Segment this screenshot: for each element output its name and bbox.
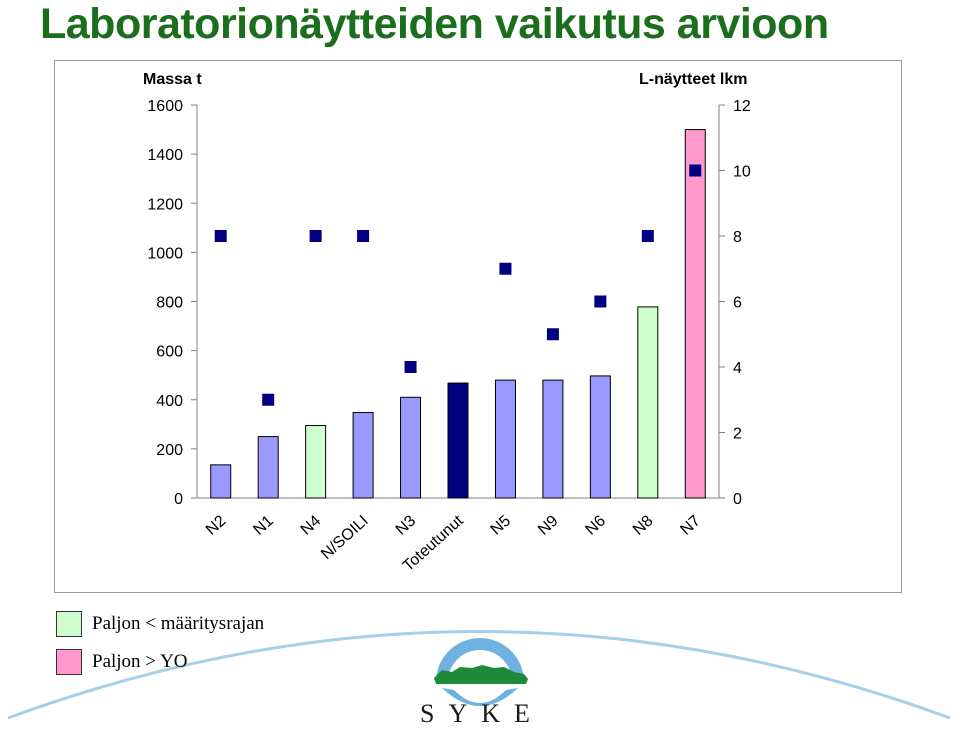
- right-axis-label: L-näytteet lkm: [639, 71, 747, 88]
- bar-N9: [542, 379, 564, 499]
- left-tick-label: 200: [156, 442, 183, 459]
- legend-swatch-below-limit: [56, 611, 82, 637]
- left-tick-label: 1200: [147, 196, 183, 213]
- right-tick-label: 6: [733, 295, 742, 312]
- x-tick-label: N2: [203, 512, 230, 538]
- logo-text: SYKE: [420, 699, 544, 724]
- bar-N5: [494, 379, 516, 499]
- x-tick-label: N1: [250, 512, 277, 538]
- legend-swatch-above-yo: [56, 649, 82, 675]
- x-tick-label: N8: [630, 512, 657, 538]
- chart-frame: Massa t L-näytteet lkm 0 200 400 600 800 1000…: [54, 60, 902, 593]
- legend-item-below-limit: Paljon < määritysrajan: [56, 611, 264, 637]
- bar-series: [210, 129, 706, 499]
- x-tick-label: N3: [393, 512, 420, 538]
- bar-Toteutunut: [447, 382, 469, 499]
- x-tick-label: N5: [488, 512, 515, 538]
- point-N3: [404, 361, 417, 373]
- left-tick-label: 600: [156, 344, 183, 361]
- right-tick-label: 10: [733, 164, 751, 181]
- point-N5: [499, 262, 512, 275]
- syke-logo: SYKE: [420, 638, 544, 724]
- bar-N4: [305, 425, 327, 499]
- bar-N/SOILI: [352, 412, 374, 499]
- bar-N6: [589, 375, 611, 499]
- right-axis: 0 2 4 6 8 10 12: [718, 98, 751, 508]
- right-tick-label: 2: [733, 426, 742, 443]
- point-N6: [594, 295, 607, 308]
- chart: Massa t L-näytteet lkm 02004006008001000…: [143, 71, 751, 575]
- bar-N1: [257, 436, 279, 499]
- point-N9: [546, 328, 559, 341]
- left-tick-label: 1000: [147, 245, 183, 262]
- x-tick-label: N/SOILI: [318, 512, 372, 563]
- left-axis: 0 200 400 600 800 1000 1200 1400 1600: [147, 98, 719, 508]
- x-tick-label: N7: [677, 512, 704, 538]
- point-N/SOILI: [357, 230, 370, 242]
- point-N1: [262, 393, 275, 406]
- right-tick-label: 0: [733, 491, 742, 508]
- page-title: Laboratorionäytteiden vaikutus arvioon: [40, 0, 829, 48]
- x-tick-label: N4: [298, 512, 325, 538]
- bar-N8: [637, 306, 659, 499]
- x-tick-label: N6: [582, 512, 609, 538]
- right-tick-label: 8: [733, 229, 742, 246]
- left-tick-label: 400: [156, 393, 183, 410]
- logo-water: [442, 688, 518, 706]
- left-tick-label: 800: [156, 295, 183, 312]
- right-tick-label: 4: [733, 360, 742, 377]
- bar-N3: [400, 396, 422, 499]
- left-tick-label: 1600: [147, 98, 183, 115]
- point-N4: [309, 230, 322, 242]
- point-N2: [214, 230, 227, 242]
- logo-trees: [434, 665, 528, 684]
- bar-N7: [684, 129, 706, 499]
- legend-label-above-yo: Paljon > YO: [92, 651, 188, 672]
- legend-item-above-yo: Paljon > YO: [56, 649, 188, 675]
- left-axis-label: Massa t: [143, 71, 202, 88]
- logo-arc: [436, 638, 524, 683]
- legend-label-below-limit: Paljon < määritysrajan: [92, 613, 265, 634]
- point-series: [214, 164, 702, 406]
- point-N8: [641, 230, 654, 242]
- left-tick-label: 1400: [147, 147, 183, 164]
- point-N7: [689, 164, 702, 177]
- bar-N2: [210, 464, 232, 499]
- right-tick-label: 12: [733, 98, 751, 115]
- x-tick-label: N9: [535, 512, 562, 538]
- left-tick-label: 0: [174, 491, 183, 508]
